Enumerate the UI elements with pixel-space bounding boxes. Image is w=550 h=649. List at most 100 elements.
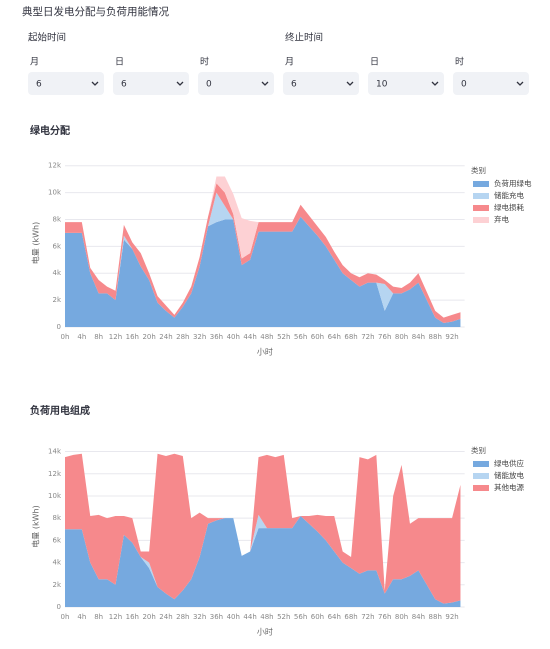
x-tick-label: 32h <box>193 333 206 341</box>
field-label: 日 <box>370 57 379 68</box>
field-label: 时 <box>455 56 464 68</box>
legend-label[interactable]: 其他电源 <box>494 482 524 492</box>
legend-swatch[interactable] <box>473 193 489 199</box>
x-tick-label: 0h <box>61 333 70 341</box>
x-tick-label: 44h <box>243 333 256 341</box>
x-tick-label: 16h <box>126 613 139 621</box>
legend-swatch[interactable] <box>473 485 489 491</box>
chevron <box>431 81 439 86</box>
x-tick-label: 28h <box>176 333 189 341</box>
legend-swatch[interactable] <box>473 205 489 211</box>
chevron <box>516 81 524 86</box>
area <box>65 216 461 327</box>
area <box>65 453 461 604</box>
legend-swatch[interactable] <box>473 461 489 467</box>
x-tick-label: 60h <box>311 613 324 621</box>
x-tick-label: 60h <box>311 333 324 341</box>
legend-label[interactable]: 绿电供应 <box>494 458 524 468</box>
x-tick-label: 12h <box>109 333 122 341</box>
x-tick-label: 92h <box>445 333 458 341</box>
x-tick-label: 12h <box>109 613 122 621</box>
x-tick-label: 44h <box>243 613 256 621</box>
dropdown[interactable] <box>113 72 189 95</box>
x-tick-label: 64h <box>328 613 341 621</box>
x-tick-label: 48h <box>260 613 273 621</box>
end-label: 终止时间 <box>285 32 323 44</box>
x-tick-label: 24h <box>159 333 172 341</box>
area <box>65 515 461 607</box>
x-tick-label: 36h <box>210 333 223 341</box>
y-tick-label: 6k <box>52 536 61 544</box>
chart-title: 绿电分配 <box>30 124 70 137</box>
legend-label[interactable]: 负荷用绿电 <box>494 178 532 188</box>
dropdown-value: 0 <box>206 80 212 90</box>
x-tick-label: 4h <box>77 613 86 621</box>
y-tick-label: 6k <box>52 242 61 250</box>
y-tick-label: 0 <box>57 603 61 611</box>
x-tick-label: 8h <box>94 333 103 341</box>
chevron <box>346 81 354 86</box>
x-tick-label: 56h <box>294 613 307 621</box>
legend-label[interactable]: 储能放电 <box>494 470 524 480</box>
x-tick-label: 36h <box>210 613 223 621</box>
x-tick-label: 28h <box>176 613 189 621</box>
y-tick-label: 4k <box>52 559 61 567</box>
x-tick-label: 84h <box>412 333 425 341</box>
x-tick-label: 20h <box>142 613 155 621</box>
x-tick-label: 52h <box>277 333 290 341</box>
x-tick-label: 84h <box>412 613 425 621</box>
y-tick-label: 0 <box>57 323 61 331</box>
dropdown-value: 6 <box>36 80 42 90</box>
x-tick-label: 16h <box>126 333 139 341</box>
x-tick-label: 56h <box>294 333 307 341</box>
field-label: 月 <box>30 57 39 68</box>
y-tick-label: 12k <box>48 162 62 170</box>
page-title: 典型日发电分配与负荷用能情况 <box>22 5 169 18</box>
x-tick-label: 68h <box>344 333 357 341</box>
start-label: 起始时间 <box>28 32 66 44</box>
x-tick-label: 72h <box>361 333 374 341</box>
legend-swatch[interactable] <box>473 217 489 223</box>
x-tick-label: 64h <box>328 333 341 341</box>
x-tick-label: 4h <box>77 333 86 341</box>
legend-label[interactable]: 弃电 <box>494 214 509 224</box>
dropdown[interactable] <box>453 72 529 95</box>
dropdown[interactable] <box>198 72 274 95</box>
x-axis-label: 小时 <box>257 347 273 357</box>
x-tick-label: 24h <box>159 613 172 621</box>
y-tick-label: 10k <box>48 492 62 500</box>
legend-label[interactable]: 绿电损耗 <box>494 202 524 212</box>
legend-title: 类别 <box>471 445 486 455</box>
dropdown[interactable] <box>283 72 359 95</box>
field-label: 月 <box>285 57 294 68</box>
legend-title: 类别 <box>471 165 486 175</box>
x-tick-label: 40h <box>227 613 240 621</box>
dropdown-value: 10 <box>376 80 388 90</box>
y-tick-label: 2k <box>52 581 61 589</box>
y-tick-label: 12k <box>48 470 62 478</box>
chart-title: 负荷用电组成 <box>30 404 90 417</box>
y-axis-label: 电量 (kWh) <box>31 505 41 547</box>
legend-swatch[interactable] <box>473 473 489 479</box>
x-tick-label: 48h <box>260 333 273 341</box>
field-label: 时 <box>200 56 209 68</box>
legend-label[interactable]: 储能充电 <box>494 190 524 200</box>
dropdown[interactable] <box>368 72 444 95</box>
x-tick-label: 68h <box>344 613 357 621</box>
x-tick-label: 92h <box>445 613 458 621</box>
legend-swatch[interactable] <box>473 181 489 187</box>
dropdown-value: 6 <box>121 80 127 90</box>
y-tick-label: 8k <box>52 514 61 522</box>
x-tick-label: 20h <box>142 333 155 341</box>
x-tick-label: 32h <box>193 613 206 621</box>
x-tick-label: 88h <box>429 613 442 621</box>
field-label: 日 <box>115 57 124 68</box>
dropdown[interactable] <box>28 72 104 95</box>
chevron <box>176 81 184 86</box>
chevron <box>91 81 99 86</box>
x-tick-label: 76h <box>378 333 391 341</box>
dropdown-value: 0 <box>461 80 467 90</box>
y-tick-label: 14k <box>48 448 62 456</box>
x-tick-label: 0h <box>61 613 70 621</box>
